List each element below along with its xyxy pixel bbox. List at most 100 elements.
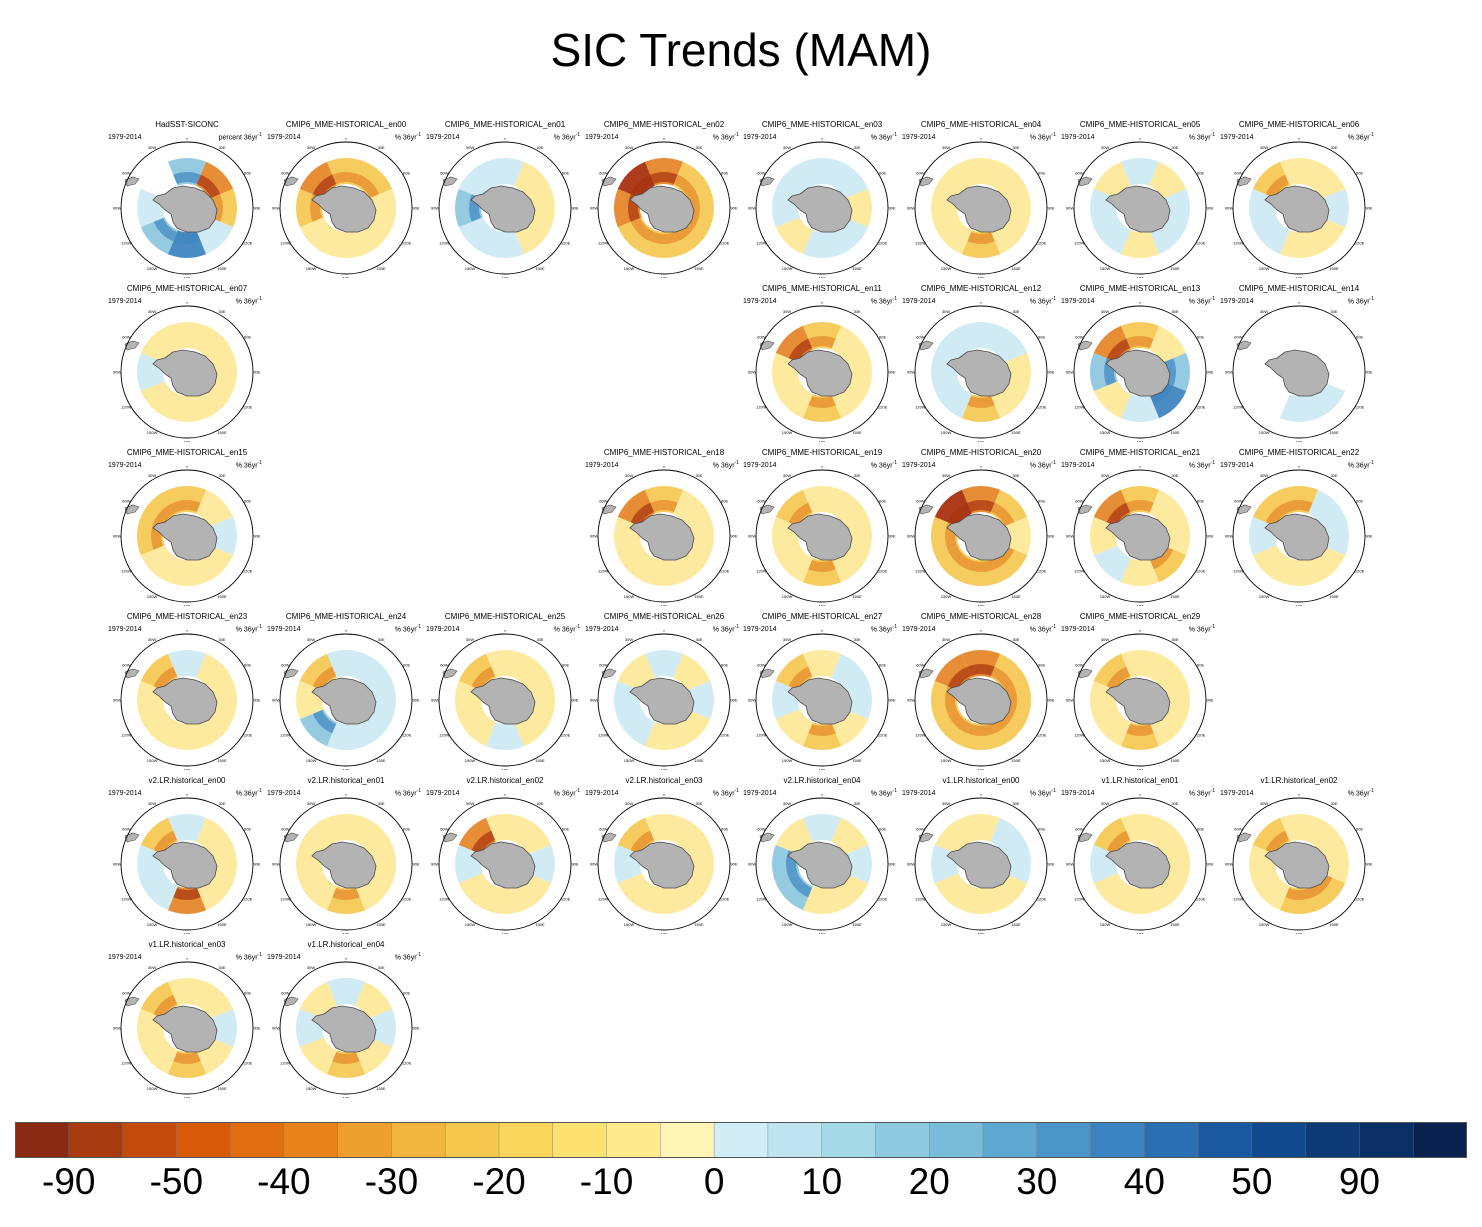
- lon-label: 90E: [1365, 862, 1372, 867]
- lon-label: 60W: [122, 663, 130, 668]
- lon-label: 30E: [1330, 145, 1337, 150]
- trend-sector-core: [788, 338, 813, 363]
- lon-label: 60E: [562, 663, 569, 668]
- lon-label: 150E: [535, 758, 545, 763]
- lon-label: 90E: [412, 862, 419, 867]
- lon-label: 0: [504, 794, 507, 797]
- panel-units: % 36yr-1: [712, 460, 739, 470]
- trend-sector: [167, 394, 207, 422]
- panel-units: % 36yr-1: [1188, 132, 1215, 142]
- polar-map: 0 30W 30E 60W 60E 90W 90E 120W 120E 150W 150E 180: [907, 302, 1055, 442]
- lon-label: 60W: [122, 171, 130, 176]
- trend-sector: [844, 680, 872, 720]
- map-panel: CMIP6_MME-HISTORICAL_en11 1979-2014 % 36yr…: [743, 284, 901, 444]
- antarctica-land: [946, 185, 1012, 233]
- lon-label: 150W: [147, 758, 158, 763]
- panel-period: 1979-2014: [743, 626, 777, 633]
- colorbar-swatch: [767, 1122, 823, 1158]
- lon-label: 60W: [1075, 171, 1083, 176]
- trend-sector-core: [947, 666, 972, 691]
- south-america-land: [918, 832, 934, 843]
- panel-units: % 36yr-1: [1188, 296, 1215, 306]
- trend-sector-core: [947, 709, 972, 734]
- lon-label: 90W: [113, 206, 121, 211]
- lon-label: 30E: [1012, 145, 1019, 150]
- south-america-land: [759, 504, 775, 515]
- panel-units: % 36yr-1: [394, 788, 421, 798]
- trend-sector: [299, 817, 337, 855]
- south-america-land: [601, 176, 617, 187]
- trend-sector-core: [967, 560, 995, 572]
- lon-label: 120E: [1355, 241, 1365, 246]
- panel-units: % 36yr-1: [870, 460, 897, 470]
- trend-sector: [514, 817, 552, 855]
- panel-units: % 36yr-1: [553, 788, 580, 798]
- trend-sector-core: [630, 174, 655, 199]
- trend-sector: [831, 489, 869, 527]
- lon-label: 30W: [148, 145, 156, 150]
- trend-sector: [844, 516, 872, 556]
- lon-label: 120W: [598, 897, 609, 902]
- lon-label: 60W: [757, 171, 765, 176]
- colorbar-tick-label: 90: [1338, 1161, 1381, 1202]
- panel-title: CMIP6_MME-HISTORICAL_en11: [762, 284, 882, 293]
- map-frame: [1073, 797, 1207, 931]
- trend-sector-core: [1106, 502, 1131, 527]
- polar-map: 0 30W 30E 60W 60E 90W 90E 120W 120E 150W 150E 180: [431, 794, 579, 934]
- trend-sector: [831, 161, 869, 199]
- map-frame: [120, 469, 254, 603]
- trend-sector: [326, 650, 366, 678]
- lon-label: 90W: [1225, 370, 1233, 375]
- lon-label: 180: [1137, 768, 1144, 771]
- lon-label: 60W: [440, 171, 448, 176]
- trend-sector: [934, 325, 972, 363]
- antarctica-land: [1264, 185, 1330, 233]
- panel-title: CMIP6_MME-HISTORICAL_en06: [1238, 120, 1360, 129]
- trend-sector: [844, 188, 872, 228]
- south-america-land: [601, 668, 617, 679]
- lon-label: 60W: [281, 663, 289, 668]
- lon-label: 150W: [782, 430, 793, 435]
- lon-label: 150E: [1170, 922, 1180, 927]
- trend-sector: [644, 650, 684, 678]
- map-frame: [438, 633, 572, 767]
- trend-sector-core: [1106, 830, 1131, 855]
- lon-label: 90W: [907, 534, 915, 539]
- trend-sector: [209, 680, 237, 720]
- panel-units: % 36yr-1: [712, 624, 739, 634]
- lon-label: 180: [978, 932, 985, 935]
- trend-sector-core: [1106, 666, 1131, 691]
- trend-sector: [644, 722, 684, 750]
- lon-label: 90W: [907, 862, 915, 867]
- lon-label: 90E: [1365, 534, 1372, 539]
- polar-map: 0 30W 30E 60W 60E 90W 90E 120W 120E 150W 150E 180: [113, 138, 261, 278]
- lon-label: 30W: [148, 801, 156, 806]
- lon-label: 120E: [1196, 897, 1206, 902]
- trend-sector-core: [471, 666, 496, 691]
- antarctica-land: [1105, 185, 1171, 233]
- lon-label: 90W: [431, 698, 439, 703]
- lon-label: 150W: [941, 430, 952, 435]
- lon-label: 30W: [148, 473, 156, 478]
- trend-sector: [140, 545, 178, 583]
- lon-label: 30W: [148, 965, 156, 970]
- panel-title: CMIP6_MME-HISTORICAL_en23: [126, 612, 248, 621]
- lon-label: 60E: [562, 171, 569, 176]
- lon-label: 90E: [412, 698, 419, 703]
- trend-sector: [1321, 188, 1349, 228]
- lon-label: 150E: [1329, 922, 1339, 927]
- lon-label: 120W: [1233, 897, 1244, 902]
- colorbar-swatch: [552, 1122, 608, 1158]
- lon-label: 180: [343, 768, 350, 771]
- trend-sector: [167, 722, 207, 750]
- lon-label: 30W: [1260, 473, 1268, 478]
- lon-label: 90W: [113, 534, 121, 539]
- trend-sector: [167, 558, 207, 586]
- panel-title: CMIP6_MME-HISTORICAL_en26: [603, 612, 725, 621]
- lon-label: 150E: [217, 922, 227, 927]
- lon-label: 30E: [695, 801, 702, 806]
- lon-label: 150W: [624, 758, 635, 763]
- lon-label: 60W: [599, 827, 607, 832]
- antarctica-land: [152, 1005, 218, 1053]
- trend-sector-core: [173, 232, 201, 244]
